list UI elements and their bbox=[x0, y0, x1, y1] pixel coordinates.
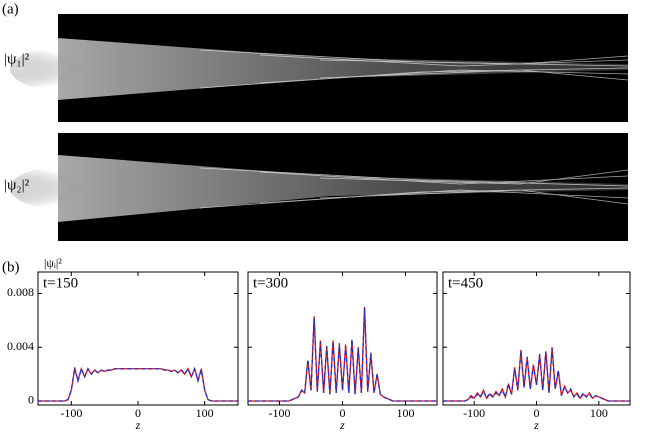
plot-frame bbox=[37, 271, 239, 406]
x-tick-label: 0 bbox=[534, 406, 540, 420]
x-tick-label: 100 bbox=[196, 406, 214, 420]
x-tick-label: 100 bbox=[590, 406, 608, 420]
panel-label: (a) bbox=[2, 1, 19, 17]
y-tick-label: 0.004 bbox=[7, 339, 34, 353]
chart-title: t=450 bbox=[448, 275, 483, 291]
x-tick-label: -100 bbox=[463, 406, 485, 420]
y-tick-label: 0.008 bbox=[7, 285, 34, 299]
density-image bbox=[10, 133, 629, 241]
image-label: |ψ₁|² bbox=[4, 51, 30, 67]
x-axis-label: z bbox=[135, 418, 141, 432]
data-line bbox=[248, 308, 437, 402]
plot-frame bbox=[442, 271, 631, 406]
x-tick-label: 0 bbox=[340, 406, 346, 420]
y-axis-label: |ψᵢ|² bbox=[44, 256, 62, 270]
data-line bbox=[443, 348, 630, 402]
x-axis-label: z bbox=[339, 418, 345, 432]
data-line bbox=[443, 347, 630, 402]
x-tick-label: 100 bbox=[397, 406, 415, 420]
chart-title: t=150 bbox=[43, 275, 78, 291]
x-tick-label: -100 bbox=[269, 406, 291, 420]
x-axis-label: z bbox=[533, 418, 539, 432]
data-line bbox=[38, 366, 238, 402]
x-tick-label: -100 bbox=[60, 406, 82, 420]
panel-label: (b) bbox=[2, 259, 20, 275]
y-tick-label: 0 bbox=[28, 393, 34, 407]
density-image bbox=[10, 14, 629, 122]
data-line bbox=[38, 366, 238, 402]
x-tick-label: 0 bbox=[135, 406, 141, 420]
image-label: |ψ₂|² bbox=[4, 177, 30, 193]
chart-title: t=300 bbox=[253, 275, 288, 291]
